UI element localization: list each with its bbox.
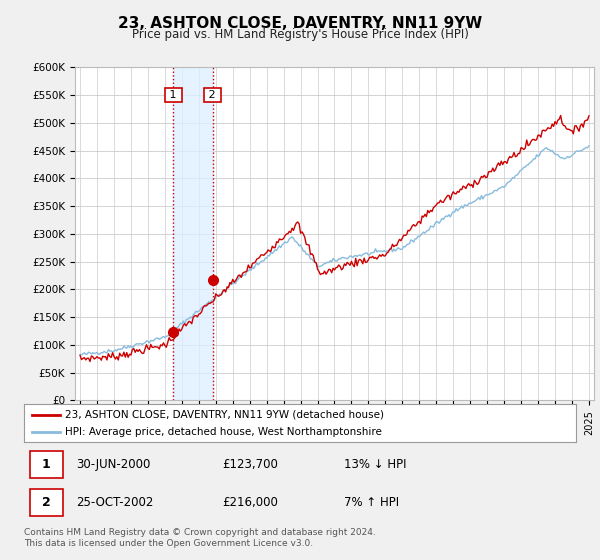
Text: 23, ASHTON CLOSE, DAVENTRY, NN11 9YW: 23, ASHTON CLOSE, DAVENTRY, NN11 9YW	[118, 16, 482, 31]
Text: 13% ↓ HPI: 13% ↓ HPI	[344, 458, 407, 472]
Bar	[29, 489, 62, 516]
Text: Contains HM Land Registry data © Crown copyright and database right 2024.: Contains HM Land Registry data © Crown c…	[24, 528, 376, 536]
Text: 2: 2	[205, 90, 220, 100]
Text: £216,000: £216,000	[223, 496, 278, 509]
Text: 30-JUN-2000: 30-JUN-2000	[76, 458, 151, 472]
Text: Price paid vs. HM Land Registry's House Price Index (HPI): Price paid vs. HM Land Registry's House …	[131, 28, 469, 41]
Text: 25-OCT-2002: 25-OCT-2002	[76, 496, 154, 509]
Text: 2: 2	[42, 496, 50, 509]
Text: 1: 1	[42, 458, 50, 472]
Text: 7% ↑ HPI: 7% ↑ HPI	[344, 496, 399, 509]
Text: HPI: Average price, detached house, West Northamptonshire: HPI: Average price, detached house, West…	[65, 427, 382, 437]
Text: 23, ASHTON CLOSE, DAVENTRY, NN11 9YW (detached house): 23, ASHTON CLOSE, DAVENTRY, NN11 9YW (de…	[65, 409, 385, 419]
Text: 1: 1	[166, 90, 181, 100]
Text: This data is licensed under the Open Government Licence v3.0.: This data is licensed under the Open Gov…	[24, 539, 313, 548]
Bar	[173, 67, 212, 400]
Bar	[29, 451, 62, 478]
Text: £123,700: £123,700	[223, 458, 278, 472]
